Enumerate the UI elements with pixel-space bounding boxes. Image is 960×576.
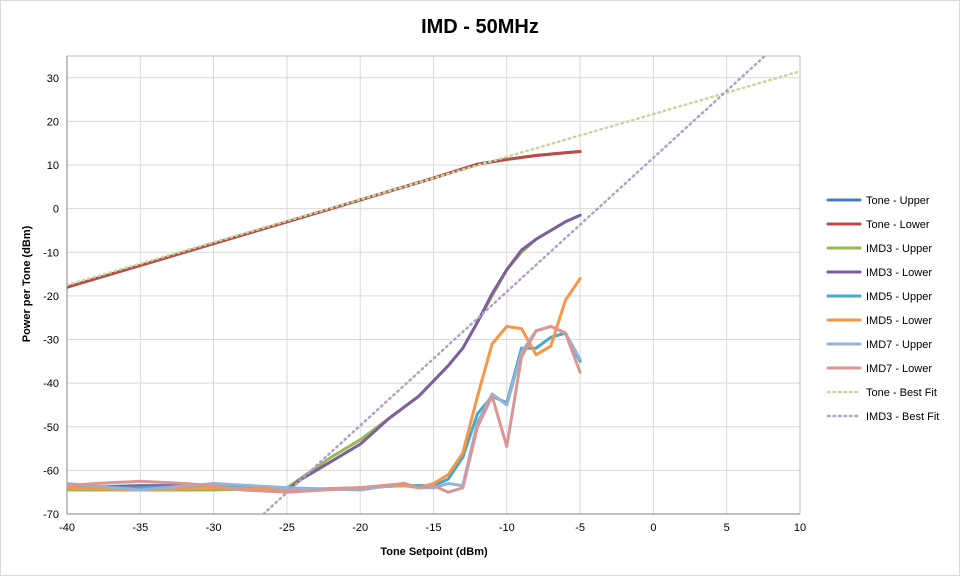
x-tick-label: -5 xyxy=(575,522,585,534)
chart-title: IMD - 50MHz xyxy=(421,16,539,38)
series-group xyxy=(67,56,800,514)
y-tick-label: 30 xyxy=(47,73,59,85)
series-line-imd7-lower xyxy=(67,324,582,494)
series-line-imd3-best-fit xyxy=(262,56,767,514)
y-tick-label: -10 xyxy=(43,247,59,259)
y-tick-label: 20 xyxy=(47,116,59,128)
legend-label: Tone - Lower xyxy=(866,219,930,231)
legend-label: IMD5 - Upper xyxy=(866,291,932,303)
y-tick-label: -60 xyxy=(43,465,59,477)
x-tick-label: -30 xyxy=(206,522,222,534)
legend-label: IMD3 - Best Fit xyxy=(866,411,939,423)
x-tick-label: -15 xyxy=(426,522,442,534)
y-tick-label: -50 xyxy=(43,422,59,434)
y-tick-label: -70 xyxy=(43,509,59,521)
series-lines xyxy=(67,56,800,514)
legend-label: Tone - Upper xyxy=(866,195,930,207)
y-tick-label: 0 xyxy=(53,204,59,216)
x-tick-label: -20 xyxy=(352,522,368,534)
x-tick-label: -25 xyxy=(279,522,295,534)
x-tick-label: -10 xyxy=(499,522,515,534)
legend-label: IMD7 - Lower xyxy=(866,363,932,375)
x-tick-label: -40 xyxy=(59,522,75,534)
y-axis-ticks: -70 -60 -50 -40 -30 -20 -10 0 10 20 30 xyxy=(43,73,59,521)
legend: Tone - Upper Tone - Lower IMD3 - Upper IMD3… xyxy=(826,195,939,423)
x-tick-label: 5 xyxy=(724,522,730,534)
series-line-imd5-lower xyxy=(67,277,582,492)
y-tick-label: -40 xyxy=(43,378,59,390)
legend-label: Tone - Best Fit xyxy=(866,387,937,399)
x-axis-ticks: -40 -35 -30 -25 -20 -15 -10 -5 0 5 10 xyxy=(59,522,806,534)
legend-label: IMD3 - Lower xyxy=(866,267,932,279)
x-tick-label: 10 xyxy=(794,522,806,534)
x-tick-label: -35 xyxy=(132,522,148,534)
y-tick-label: -20 xyxy=(43,291,59,303)
y-tick-label: -30 xyxy=(43,335,59,347)
legend-label: IMD3 - Upper xyxy=(866,243,932,255)
y-tick-label: 10 xyxy=(47,160,59,172)
series-line-tone-best-fit xyxy=(67,70,800,287)
x-tick-label: 0 xyxy=(650,522,656,534)
y-axis-label: Power per Tone (dBm) xyxy=(21,225,33,342)
x-axis-label: Tone Setpoint (dBm) xyxy=(380,546,488,558)
legend-label: IMD7 - Upper xyxy=(866,339,932,351)
legend-label: IMD5 - Lower xyxy=(866,315,932,327)
